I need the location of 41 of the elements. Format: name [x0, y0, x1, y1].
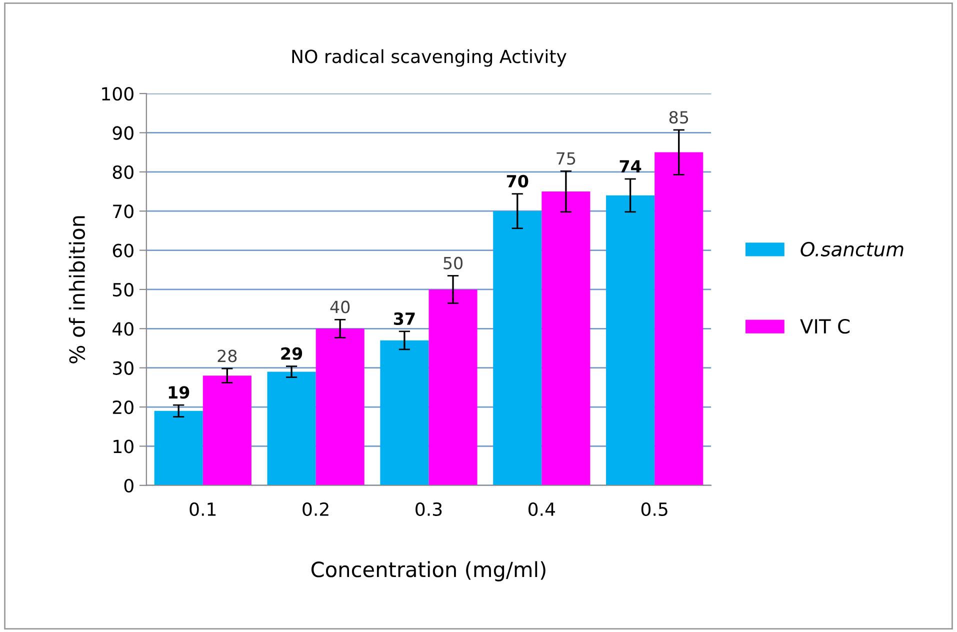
y-tick-label: 10	[114, 440, 134, 454]
x-tick-label: 0.4	[528, 502, 556, 516]
x-tick-label: 0.5	[641, 502, 668, 516]
y-tick-label: 80	[112, 165, 134, 180]
data-label: 29	[281, 347, 302, 360]
bar	[654, 152, 704, 486]
y-tick-label: 90	[112, 126, 134, 140]
bar	[267, 372, 316, 486]
chart-title: NO radical scavenging Activity	[292, 49, 566, 67]
y-tick-label: 60	[112, 244, 134, 258]
bar	[316, 328, 364, 486]
data-label: 85	[669, 111, 688, 124]
y-tick-label: 100	[102, 86, 134, 101]
bar	[542, 191, 590, 486]
x-tick-label: 0.1	[190, 502, 216, 516]
bar	[380, 340, 429, 486]
data-label: 37	[394, 312, 415, 326]
y-axis-title: % of inhibition	[68, 216, 86, 364]
y-tick-label: 0	[124, 478, 134, 492]
legend-label: O.sanctum	[800, 242, 904, 257]
data-label: 19	[168, 386, 190, 399]
data-label: 50	[444, 256, 463, 270]
data-label: 70	[506, 174, 528, 188]
data-label: 28	[218, 350, 237, 362]
legend-label: VIT C	[800, 318, 850, 334]
bar	[428, 289, 478, 486]
bar	[202, 376, 252, 486]
y-tick-label: 30	[113, 361, 134, 375]
y-tick-label: 40	[112, 322, 134, 336]
x-tick-label: 0.2	[302, 502, 328, 516]
bar	[606, 195, 655, 486]
x-axis-title: Concentration (mg/ml)	[311, 561, 546, 582]
x-tick-label: 0.3	[416, 502, 442, 516]
y-tick-label: 20	[112, 400, 134, 414]
data-label: 75	[556, 152, 576, 165]
y-tick-label: 50	[113, 282, 134, 297]
data-label: 74	[620, 160, 642, 172]
y-tick-label: 70	[113, 204, 134, 218]
bar	[154, 410, 203, 486]
data-label: 40	[330, 300, 350, 314]
bar	[493, 211, 542, 486]
